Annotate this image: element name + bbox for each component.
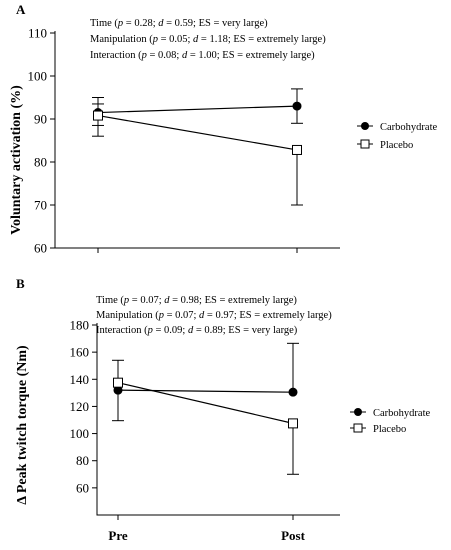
stat-annotation: Time (p = 0.07; d = 0.98; ES = extremely… <box>96 295 297 306</box>
stat-annotation: Manipulation (p = 0.07; d = 0.97; ES = e… <box>96 310 332 321</box>
y-tick-label: 120 <box>70 399 90 414</box>
legend-label: Carbohydrate <box>380 122 437 133</box>
stat-annotation: Time (p = 0.28; d = 0.59; ES = very larg… <box>90 18 268 29</box>
y-tick-label: 90 <box>34 112 47 127</box>
chart-panel-a: A 60 70 80 90 100 110 Voluntary activation (%) T… <box>9 2 437 256</box>
x-tick-label: Pre <box>108 528 127 543</box>
data-point-placebo <box>288 418 298 429</box>
legend-label: Placebo <box>373 424 406 435</box>
y-tick-label: 60 <box>34 241 47 256</box>
panel-letter: A <box>16 2 26 17</box>
y-tick-label: 70 <box>34 198 47 213</box>
data-point-placebo <box>292 144 302 155</box>
y-tick-label: 80 <box>76 453 89 468</box>
data-point-carbohydrate <box>288 387 298 397</box>
panel-letter: B <box>16 276 25 291</box>
legend-marker <box>353 423 363 433</box>
data-point-placebo <box>93 110 103 121</box>
stat-annotation: Interaction (p = 0.09; d = 0.89; ES = ve… <box>96 325 298 336</box>
y-axis-label: Δ Peak twitch torque (Nm) <box>15 345 30 505</box>
series-line-carbohydrate <box>97 105 298 114</box>
data-point-placebo <box>113 377 123 388</box>
chart-panel-b: B 60 80 100 120 140 160 180 Pre Post Δ Peak twitch… <box>15 276 430 543</box>
y-tick-label: 80 <box>34 155 47 170</box>
legend-label: Placebo <box>380 140 413 151</box>
y-tick-label: 160 <box>70 345 90 360</box>
stat-annotation: Manipulation (p = 0.05; d = 1.18; ES = e… <box>90 34 326 45</box>
y-tick-label: 60 <box>76 480 89 495</box>
y-axis-label: Voluntary activation (%) <box>9 85 24 235</box>
legend-marker <box>360 139 370 149</box>
stat-annotation: Interaction (p = 0.08; d = 1.00; ES = ex… <box>90 50 315 61</box>
legend-label: Carbohydrate <box>373 408 430 419</box>
legend-marker <box>361 122 369 130</box>
data-point-carbohydrate <box>292 101 302 111</box>
y-tick-label: 180 <box>70 318 90 333</box>
series-line-carbohydrate <box>117 389 294 393</box>
series-line-placebo <box>97 114 298 151</box>
y-tick-label: 140 <box>70 372 90 387</box>
data-point-carbohydrate <box>113 385 123 395</box>
y-tick-label: 100 <box>70 426 90 441</box>
x-tick-label: Post <box>281 528 306 543</box>
y-tick-label: 110 <box>28 26 47 41</box>
y-tick-label: 100 <box>28 69 48 84</box>
series-line-placebo <box>117 382 294 424</box>
legend-marker <box>354 408 362 416</box>
